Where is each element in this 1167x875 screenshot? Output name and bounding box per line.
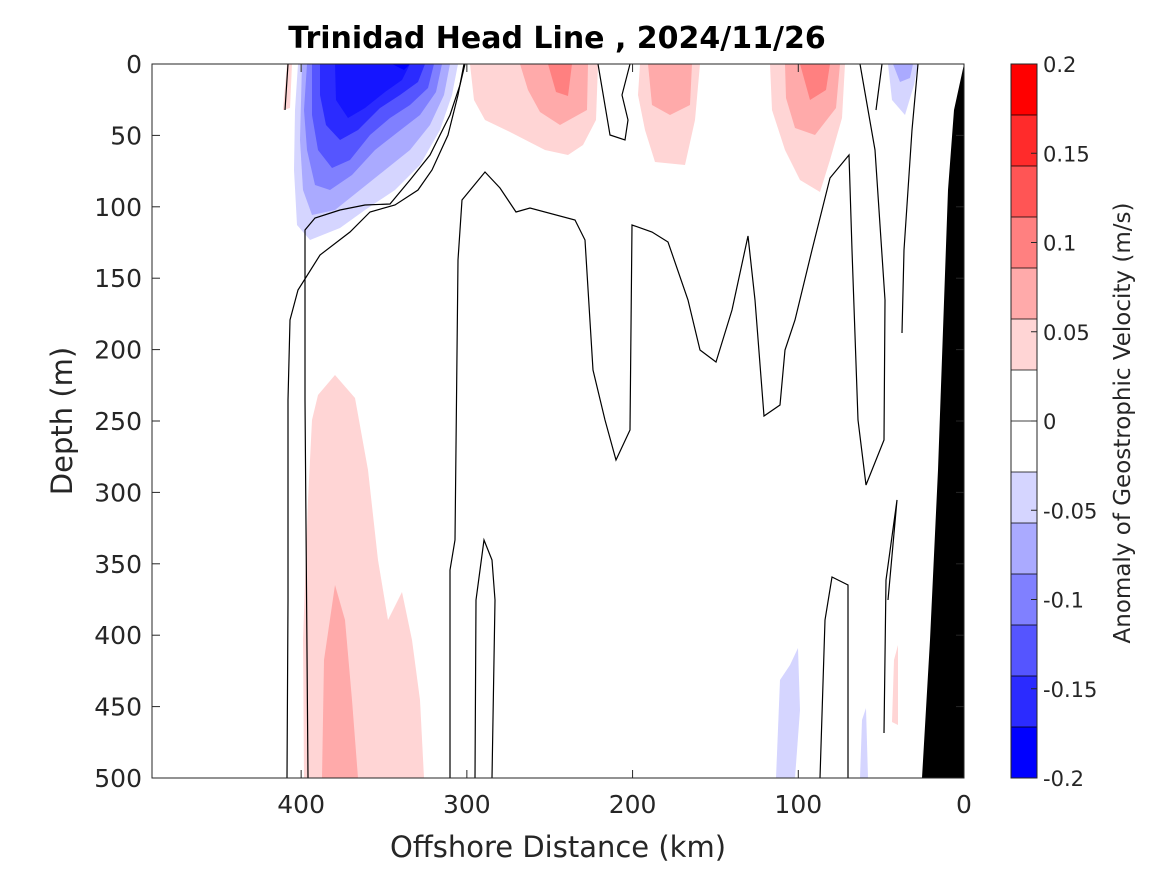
positive-anomaly-fill bbox=[283, 64, 898, 778]
colorbar-tick-label: 0.05 bbox=[1043, 321, 1090, 345]
colorbar-level bbox=[1011, 421, 1037, 473]
y-tick-label: 150 bbox=[94, 264, 142, 293]
neg-core-l7 bbox=[392, 64, 410, 70]
colorbar-label: Anomaly of Geostrophic Velocity (m/s) bbox=[1110, 203, 1136, 644]
deep-neg-patch-2 bbox=[860, 708, 868, 778]
y-tick-label: 0 bbox=[126, 50, 142, 79]
y-tick-label: 500 bbox=[94, 764, 142, 793]
colorbar-level bbox=[1011, 370, 1037, 422]
x-tick-label: 200 bbox=[609, 790, 657, 819]
colorbar-level bbox=[1011, 268, 1037, 320]
deep-pos-patch-inner bbox=[322, 585, 358, 778]
surface-pos-patch-1-inner bbox=[520, 64, 588, 125]
surface-neg-small-inner bbox=[893, 64, 913, 82]
neg-core-l6 bbox=[335, 64, 410, 118]
y-axis: 0 50 100 150 200 250 300 350 400 450 500 bbox=[94, 50, 964, 793]
x-tick-label: 400 bbox=[277, 790, 325, 819]
y-tick-label: 100 bbox=[94, 193, 142, 222]
x-axis-label: Offshore Distance (km) bbox=[390, 830, 726, 864]
y-axis-label: Depth (m) bbox=[45, 347, 79, 495]
zero-contour-deep-right-2 bbox=[883, 499, 898, 734]
plot-background bbox=[152, 64, 964, 778]
y-tick-label: 450 bbox=[94, 693, 142, 722]
zero-contour-left-outer bbox=[284, 63, 465, 779]
colorbar-level bbox=[1011, 676, 1037, 728]
negative-anomaly-fill bbox=[294, 64, 918, 778]
chart-title: Trinidad Head Line , 2024/11/26 bbox=[288, 21, 825, 56]
colorbar-level bbox=[1011, 166, 1037, 218]
shelf-bottom bbox=[922, 64, 964, 778]
zero-contour-right-surface bbox=[875, 63, 919, 334]
colorbar-level bbox=[1011, 64, 1037, 116]
surface-pos-patch-1-core bbox=[548, 64, 572, 96]
colorbar-tick-label: -0.15 bbox=[1043, 678, 1097, 702]
surface-pos-patch-2-inner bbox=[648, 64, 692, 115]
colorbar-levels bbox=[1011, 63, 1037, 779]
y-tick-label: 50 bbox=[110, 121, 142, 150]
colorbar-tick-label: -0.05 bbox=[1043, 499, 1097, 523]
deep-neg-patch-1 bbox=[776, 648, 800, 778]
colorbar-level bbox=[1011, 115, 1037, 167]
colorbar-tick-label: 0.2 bbox=[1043, 53, 1076, 77]
colorbar-tick-label: -0.2 bbox=[1043, 767, 1084, 791]
y-tick-label: 200 bbox=[94, 336, 142, 365]
colorbar: 0.2 0.15 0.1 0.05 0 -0.05 -0.1 -0.15 -0.2 Anomal… bbox=[1010, 53, 1136, 791]
colorbar-ticks: 0.2 0.15 0.1 0.05 0 -0.05 -0.1 -0.15 -0.2 bbox=[1031, 53, 1097, 791]
colorbar-tick-label: -0.1 bbox=[1043, 589, 1084, 613]
colorbar-level bbox=[1011, 472, 1037, 524]
y-tick-label: 400 bbox=[94, 621, 142, 650]
surface-pos-patch-3-core bbox=[800, 64, 830, 100]
x-axis: 400 300 200 100 0 bbox=[277, 64, 972, 819]
zero-contour-deep-loop bbox=[474, 537, 496, 779]
x-tick-label: 0 bbox=[956, 790, 972, 819]
colorbar-tick-label: 0.15 bbox=[1043, 142, 1090, 166]
zero-contour-deep-right-of-pos bbox=[449, 63, 886, 778]
colorbar-level bbox=[1011, 523, 1037, 575]
colorbar-level bbox=[1011, 625, 1037, 677]
y-tick-label: 250 bbox=[94, 407, 142, 436]
colorbar-level bbox=[1011, 319, 1037, 371]
small-pos-patch bbox=[892, 645, 898, 725]
surface-neg-small bbox=[888, 64, 918, 115]
x-tick-label: 300 bbox=[443, 790, 491, 819]
colorbar-tick-label: 0 bbox=[1043, 410, 1056, 434]
colorbar-level bbox=[1011, 727, 1037, 779]
y-tick-label: 350 bbox=[94, 550, 142, 579]
zero-contour-mid-1 bbox=[304, 63, 466, 779]
colorbar-tick-label: 0.1 bbox=[1043, 232, 1076, 256]
zero-contour-deep-right bbox=[819, 576, 849, 779]
plot-area: 400 300 200 100 0 0 50 100 150 200 250 300 350 400 45… bbox=[94, 50, 972, 819]
y-tick-label: 300 bbox=[94, 478, 142, 507]
x-tick-label: 100 bbox=[774, 790, 822, 819]
